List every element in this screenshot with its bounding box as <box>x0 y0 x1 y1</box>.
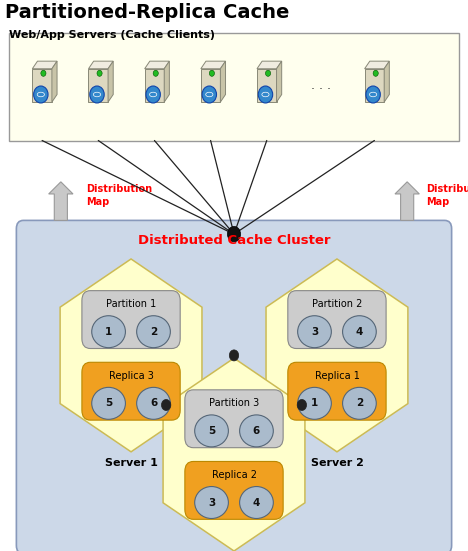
Text: Web/App Servers (Cache Clients): Web/App Servers (Cache Clients) <box>9 30 215 40</box>
Text: Server 1: Server 1 <box>105 458 157 468</box>
Circle shape <box>297 399 307 410</box>
Polygon shape <box>52 61 57 102</box>
Circle shape <box>34 86 48 103</box>
FancyBboxPatch shape <box>185 462 283 519</box>
Text: 3: 3 <box>311 327 318 337</box>
Ellipse shape <box>195 487 228 518</box>
FancyBboxPatch shape <box>9 33 459 141</box>
Text: 2: 2 <box>150 327 157 337</box>
FancyBboxPatch shape <box>16 220 452 551</box>
FancyBboxPatch shape <box>201 69 220 102</box>
Polygon shape <box>60 259 202 452</box>
Text: Replica 2: Replica 2 <box>212 470 256 480</box>
Polygon shape <box>201 61 226 69</box>
Text: 1: 1 <box>105 327 112 337</box>
Text: Distribution
Map: Distribution Map <box>87 185 153 207</box>
Circle shape <box>373 71 378 77</box>
Polygon shape <box>108 61 113 102</box>
Text: 4: 4 <box>356 327 363 337</box>
FancyBboxPatch shape <box>32 69 52 102</box>
Text: 6: 6 <box>253 426 260 436</box>
Circle shape <box>153 71 158 77</box>
Text: 4: 4 <box>253 498 260 507</box>
FancyBboxPatch shape <box>145 69 164 102</box>
FancyBboxPatch shape <box>88 69 108 102</box>
Polygon shape <box>365 61 389 69</box>
Text: Server 2: Server 2 <box>311 458 363 468</box>
Ellipse shape <box>240 487 273 518</box>
Text: Replica 3: Replica 3 <box>109 371 154 381</box>
Text: 3: 3 <box>208 498 215 507</box>
FancyBboxPatch shape <box>257 69 277 102</box>
Polygon shape <box>164 61 169 102</box>
Polygon shape <box>384 61 389 102</box>
Circle shape <box>146 86 161 103</box>
FancyBboxPatch shape <box>185 390 283 447</box>
Text: 1: 1 <box>311 398 318 408</box>
Circle shape <box>97 71 102 77</box>
Text: 5: 5 <box>208 426 215 436</box>
Ellipse shape <box>92 387 125 419</box>
Polygon shape <box>266 259 408 452</box>
FancyBboxPatch shape <box>82 363 180 420</box>
Polygon shape <box>277 61 282 102</box>
Circle shape <box>90 86 104 103</box>
Ellipse shape <box>240 415 273 447</box>
Circle shape <box>202 86 217 103</box>
Polygon shape <box>32 61 57 69</box>
Circle shape <box>41 71 46 77</box>
Text: Distribution
Map: Distribution Map <box>426 185 468 207</box>
Text: Distributed Cache Cluster: Distributed Cache Cluster <box>138 234 330 247</box>
Ellipse shape <box>343 316 376 348</box>
Circle shape <box>265 71 271 77</box>
Text: Partition 3: Partition 3 <box>209 398 259 408</box>
Ellipse shape <box>343 387 376 419</box>
Polygon shape <box>145 61 169 69</box>
Circle shape <box>229 350 239 361</box>
Ellipse shape <box>298 316 331 348</box>
Text: Partition 1: Partition 1 <box>106 299 156 309</box>
Polygon shape <box>257 61 282 69</box>
Polygon shape <box>163 358 305 551</box>
Text: 5: 5 <box>105 398 112 408</box>
Text: Partition 2: Partition 2 <box>312 299 362 309</box>
Ellipse shape <box>137 316 170 348</box>
FancyArrow shape <box>395 182 419 220</box>
Polygon shape <box>220 61 226 102</box>
FancyBboxPatch shape <box>288 291 386 349</box>
Circle shape <box>258 86 273 103</box>
FancyBboxPatch shape <box>365 69 384 102</box>
Circle shape <box>209 71 214 77</box>
FancyBboxPatch shape <box>82 291 180 349</box>
Polygon shape <box>88 61 113 69</box>
Ellipse shape <box>92 316 125 348</box>
Circle shape <box>227 226 241 242</box>
Text: . . .: . . . <box>311 79 330 92</box>
Circle shape <box>366 86 380 103</box>
Ellipse shape <box>195 415 228 447</box>
Circle shape <box>161 399 171 410</box>
Text: Partitioned-Replica Cache: Partitioned-Replica Cache <box>5 3 289 21</box>
Text: 6: 6 <box>150 398 157 408</box>
Ellipse shape <box>298 387 331 419</box>
Ellipse shape <box>137 387 170 419</box>
FancyBboxPatch shape <box>288 363 386 420</box>
Text: 2: 2 <box>356 398 363 408</box>
FancyArrow shape <box>49 182 73 220</box>
Text: Replica 1: Replica 1 <box>314 371 359 381</box>
